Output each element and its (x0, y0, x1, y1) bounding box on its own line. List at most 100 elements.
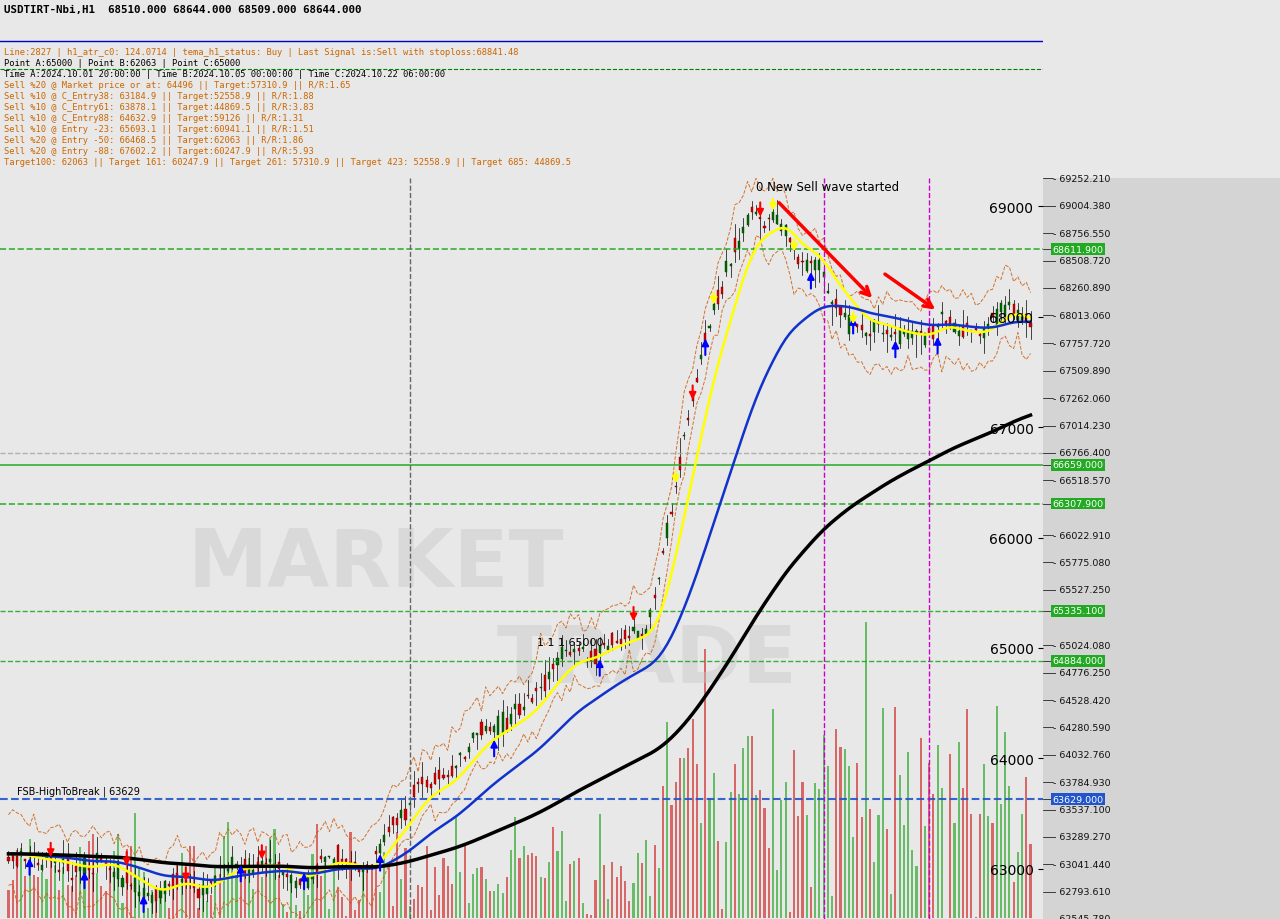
Bar (129, 885, 132, 887)
Bar (472, 732, 474, 739)
Bar (206, 886, 209, 894)
Bar (700, 356, 703, 359)
Bar (772, 213, 774, 221)
Bar (58, 870, 60, 872)
Bar (763, 809, 765, 918)
Bar (320, 877, 323, 918)
Bar (45, 857, 47, 858)
Bar (954, 823, 956, 918)
Bar (122, 878, 124, 887)
Bar (180, 879, 183, 882)
Bar (79, 847, 82, 918)
Bar (269, 838, 271, 918)
Bar (210, 895, 212, 918)
Bar (645, 630, 648, 634)
Bar (87, 866, 90, 870)
Bar (87, 841, 90, 918)
Bar (902, 825, 905, 918)
Bar (540, 687, 541, 688)
Bar (20, 847, 22, 918)
Bar (612, 862, 613, 918)
Bar (970, 814, 973, 918)
Bar (636, 631, 639, 640)
Bar (489, 727, 492, 732)
Bar (625, 880, 626, 918)
Bar (594, 879, 596, 918)
Bar (667, 722, 668, 918)
Bar (713, 773, 714, 918)
Bar (413, 785, 415, 797)
Bar (434, 774, 436, 784)
Bar (844, 313, 846, 317)
Text: USDTIRT-Nbi,H1  68510.000 68644.000 68509.000 68644.000: USDTIRT-Nbi,H1 68510.000 68644.000 68509… (4, 5, 362, 15)
Bar (776, 870, 778, 918)
Bar (401, 879, 402, 918)
Bar (937, 325, 938, 327)
Bar (544, 675, 545, 691)
Bar (320, 856, 323, 859)
Bar (961, 328, 964, 337)
Bar (996, 707, 998, 918)
Bar (434, 867, 436, 918)
Bar (667, 524, 668, 538)
Bar (105, 861, 106, 864)
Bar (721, 909, 723, 918)
Bar (919, 738, 922, 918)
Bar (244, 859, 246, 873)
Bar (239, 875, 242, 918)
Bar (24, 859, 27, 861)
Bar (96, 854, 99, 863)
Bar (805, 261, 808, 271)
Bar (721, 288, 723, 295)
Text: - 66766.400: - 66766.400 (1052, 448, 1110, 458)
Bar (303, 879, 305, 918)
Bar (886, 330, 888, 335)
Bar (687, 748, 690, 918)
Bar (996, 310, 998, 326)
Bar (810, 262, 812, 263)
Text: MARKET: MARKET (187, 525, 563, 603)
Bar (451, 884, 453, 918)
Bar (282, 903, 284, 918)
Bar (430, 784, 431, 789)
Text: - 63784.930: - 63784.930 (1052, 777, 1110, 787)
Text: Point A:65000 | Point B:62063 | Point C:65000: Point A:65000 | Point B:62063 | Point C:… (4, 59, 241, 68)
Bar (346, 859, 347, 863)
Bar (847, 316, 850, 335)
Bar (366, 865, 369, 868)
Bar (654, 845, 655, 918)
Text: - 67757.720: - 67757.720 (1052, 339, 1110, 348)
Bar (696, 379, 698, 382)
Bar (160, 896, 161, 918)
Bar (641, 634, 643, 636)
Bar (261, 877, 262, 918)
Bar (612, 633, 613, 645)
Bar (564, 902, 567, 918)
Bar (616, 878, 618, 918)
Text: - 68260.890: - 68260.890 (1052, 284, 1110, 293)
Bar (291, 879, 292, 918)
Bar (895, 707, 896, 918)
Bar (96, 872, 99, 918)
Bar (1029, 324, 1032, 328)
Bar (202, 885, 204, 895)
Bar (582, 648, 584, 650)
Bar (658, 578, 660, 580)
Bar (303, 877, 305, 878)
Bar (366, 864, 369, 918)
Bar (1004, 306, 1006, 317)
Bar (792, 751, 795, 918)
Bar (671, 805, 672, 918)
Bar (726, 262, 727, 272)
Bar (33, 854, 35, 856)
Bar (278, 863, 280, 869)
Bar (586, 661, 588, 663)
Bar (1004, 732, 1006, 918)
Text: - 62793.610: - 62793.610 (1052, 887, 1110, 896)
Bar (202, 878, 204, 918)
Bar (781, 224, 782, 232)
Bar (979, 814, 980, 918)
Bar (509, 850, 512, 918)
Bar (236, 876, 238, 918)
Bar (877, 815, 879, 918)
